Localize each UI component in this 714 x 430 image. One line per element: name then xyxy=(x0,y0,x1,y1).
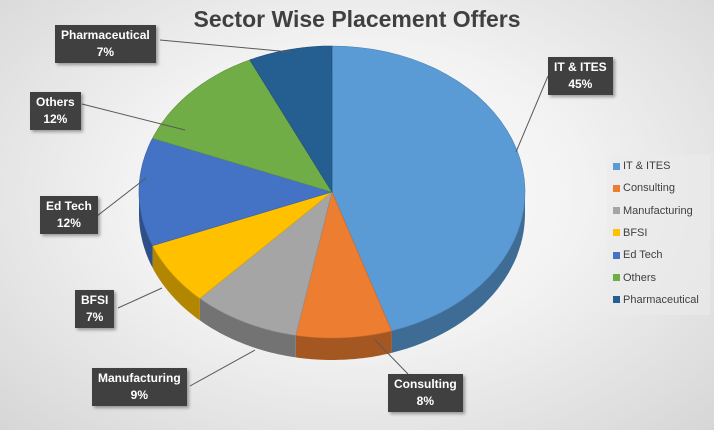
data-label-value: 12% xyxy=(43,112,68,126)
pie-slice-bfsi[interactable] xyxy=(152,191,333,299)
legend-item-it-ites[interactable]: IT & ITES xyxy=(613,160,670,172)
data-label-value: 12% xyxy=(56,216,81,230)
data-label-category: BFSI xyxy=(81,293,109,307)
chart-title: Sector Wise Placement Offers xyxy=(193,6,521,32)
pie-slice-ed-tech[interactable] xyxy=(138,137,334,247)
legend-item-bfsi[interactable]: BFSI xyxy=(613,227,647,239)
legend-swatch xyxy=(613,296,620,304)
legend-label: IT & ITES xyxy=(623,160,671,172)
data-label-ed-tech: Ed Tech 12% xyxy=(40,196,98,234)
legend-item-pharmaceutical[interactable]: Pharmaceutical xyxy=(613,294,699,306)
data-label-category: Consulting xyxy=(394,377,457,391)
legend-item-consulting[interactable]: Consulting xyxy=(613,182,675,194)
data-label-category: Pharmaceutical xyxy=(61,28,150,42)
pie-slice-consulting[interactable] xyxy=(295,191,393,339)
legend-label: Others xyxy=(623,271,657,284)
data-label-value: 7% xyxy=(96,45,115,59)
pie-side-ed-tech xyxy=(139,192,153,268)
legend-item-manufacturing[interactable]: Manufacturing xyxy=(613,205,693,217)
data-label-pharmaceutical: Pharmaceutical 7% xyxy=(55,25,156,63)
legend-item-ed-tech[interactable]: Ed Tech xyxy=(613,249,663,261)
data-label-bfsi: BFSI 7% xyxy=(75,290,115,328)
legend-label: Pharmaceutical xyxy=(623,293,699,306)
leader-line-it-ites xyxy=(515,75,549,153)
pie-slice-pharmaceutical[interactable] xyxy=(249,45,333,194)
legend: IT & ITES Consulting Manufacturing BFSI Ed T… xyxy=(607,155,710,315)
legend-item-others[interactable]: Others xyxy=(613,272,656,284)
data-label-consulting: Consulting 8% xyxy=(388,374,463,412)
data-label-others: Others 12% xyxy=(30,92,81,130)
pie-side-it-ites xyxy=(391,192,525,353)
leader-line-ed-tech xyxy=(96,177,147,217)
pie-slice-others[interactable] xyxy=(152,59,333,193)
legend-label: Ed Tech xyxy=(623,249,663,262)
legend-label: BFSI xyxy=(623,226,648,239)
data-label-category: IT & ITES xyxy=(554,60,607,74)
legend-swatch xyxy=(613,207,620,215)
leader-line-bfsi xyxy=(117,287,163,309)
legend-label: Manufacturing xyxy=(623,204,693,217)
data-label-value: 9% xyxy=(130,388,148,402)
pie-slice-manufacturing[interactable] xyxy=(199,191,333,336)
leader-line-manufacturing xyxy=(189,349,256,387)
data-label-it-ites: IT & ITES 45% xyxy=(548,57,613,95)
legend-swatch xyxy=(613,184,620,192)
leader-line-pharmaceutical xyxy=(159,39,291,53)
legend-label: Consulting xyxy=(623,182,675,195)
data-label-value: 7% xyxy=(86,310,104,324)
data-label-category: Others xyxy=(36,95,75,109)
data-label-value: 8% xyxy=(416,394,434,408)
data-label-value: 45% xyxy=(568,77,593,91)
legend-swatch xyxy=(613,162,620,170)
legend-swatch xyxy=(613,229,620,237)
data-label-manufacturing: Manufacturing 9% xyxy=(92,368,187,406)
legend-swatch xyxy=(613,274,620,281)
pie-slice-it-ites[interactable] xyxy=(331,45,526,332)
data-label-category: Manufacturing xyxy=(98,371,181,385)
data-label-category: Ed Tech xyxy=(46,199,92,213)
leader-line-others xyxy=(81,103,186,131)
pie-side-consulting xyxy=(295,330,392,360)
leader-line-consulting xyxy=(374,339,409,375)
legend-swatch xyxy=(613,251,620,259)
